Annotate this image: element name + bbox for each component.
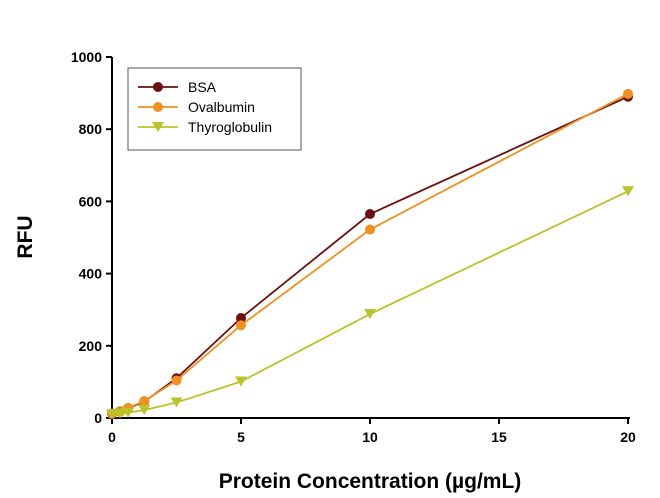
data-point [623,88,633,99]
legend-label: Ovalbumin [188,99,255,115]
y-tick-label: 400 [79,266,103,282]
y-tick-label: 800 [79,121,103,137]
data-point [106,409,118,420]
data-point [622,186,634,197]
data-point [114,408,127,419]
data-point [235,376,247,387]
data-point [236,313,246,324]
data-point [170,397,183,408]
y-tick-label: 0 [94,410,102,426]
y-axis-label: RFU [14,215,37,258]
legend: BSA Ovalbumin Thyroglobulin [127,67,302,151]
y-tick-label: 1000 [71,49,102,65]
data-point [122,407,135,418]
y-tick-label: 600 [79,193,103,209]
data-point [139,396,150,407]
legend-marker [153,102,163,112]
data-point [364,309,376,320]
data-point [365,224,375,235]
x-axis-label: Protein Concentration (µg/mL) [219,470,522,493]
legend-marker [152,122,164,132]
legend-label: Thyroglobulin [188,119,272,135]
series-thyroglobulin [106,186,634,420]
data-point [236,320,246,331]
x-tick-label: 0 [108,429,116,445]
data-point [365,209,375,220]
y-tick-label: 200 [79,338,103,354]
data-point [138,405,151,416]
data-point [171,375,182,386]
x-tick-label: 10 [362,429,378,445]
x-tick-label: 20 [620,429,636,445]
x-tick-label: 15 [491,429,507,445]
legend-label: BSA [188,79,217,95]
legend-marker [153,82,163,92]
x-tick-label: 5 [237,429,245,445]
